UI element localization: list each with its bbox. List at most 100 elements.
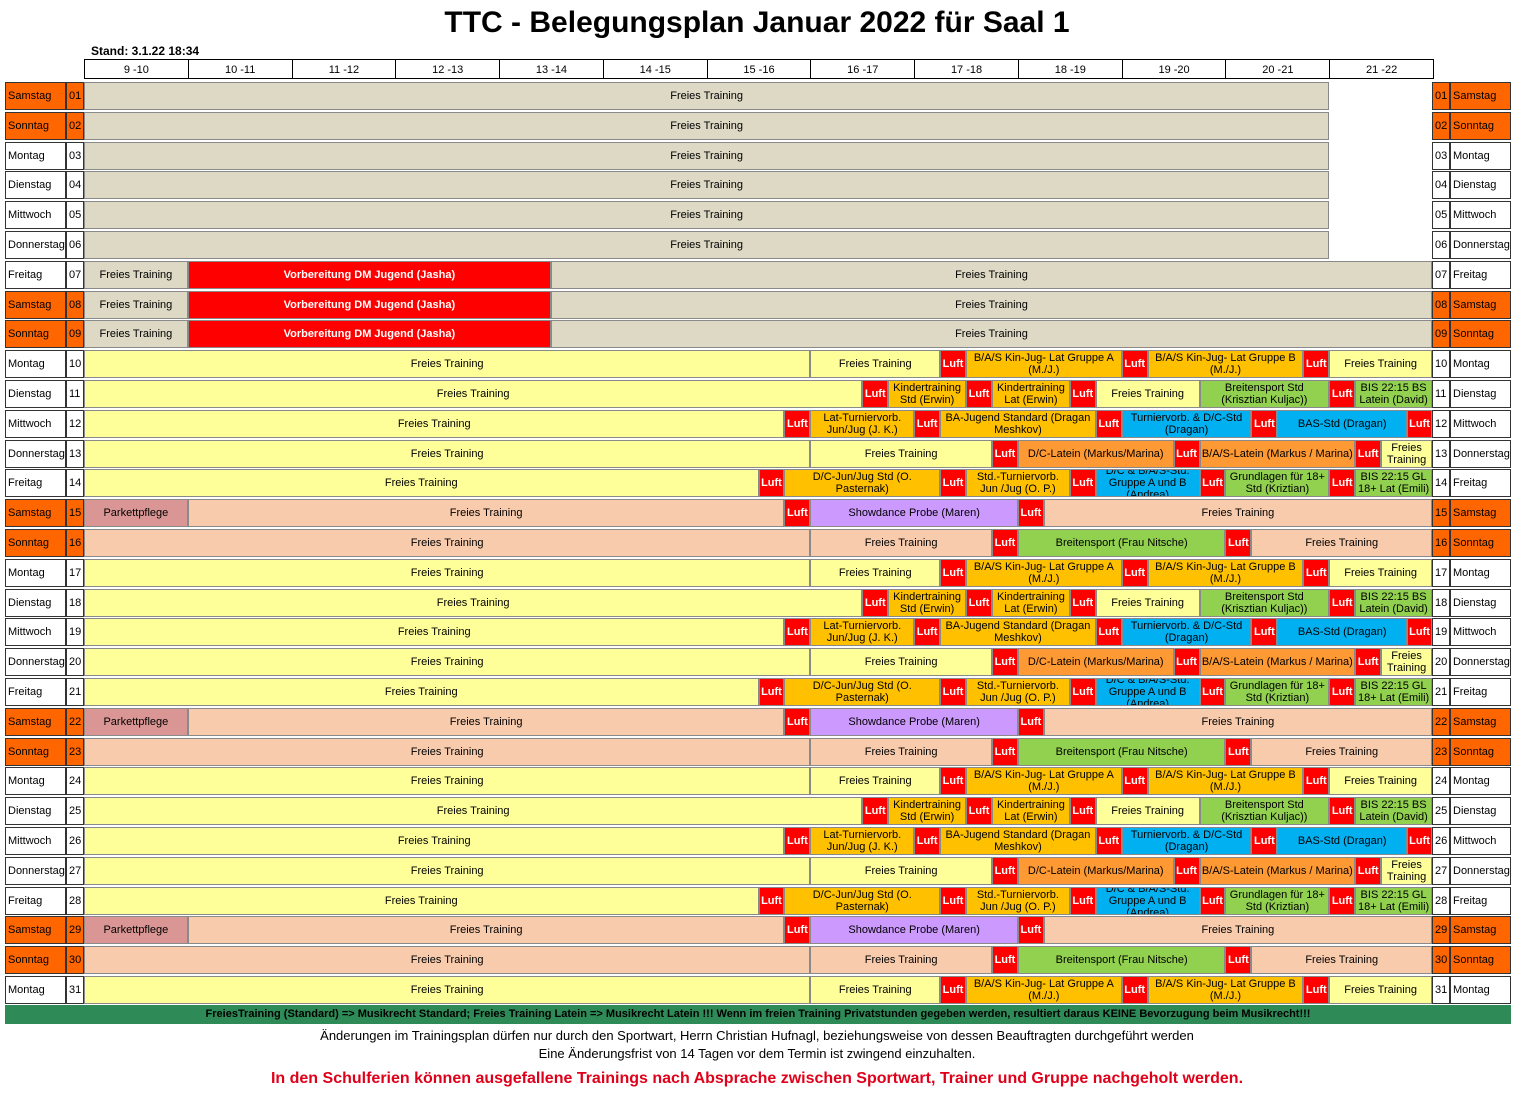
booking-slot[interactable]: Freies Training <box>1095 380 1200 408</box>
booking-slot[interactable]: Freies Training <box>810 737 992 766</box>
booking-slot[interactable]: Freies Training <box>1381 648 1432 677</box>
booking-slot[interactable]: Freies Training <box>187 707 785 736</box>
booking-slot[interactable]: Turniervorb. & D/C-Std (Dragan) <box>1121 409 1252 438</box>
booking-slot[interactable]: Freies Training <box>810 529 992 557</box>
booking-slot[interactable]: B/A/S-Latein (Markus / Marina) <box>1199 648 1356 677</box>
booking-slot[interactable]: B/A/S Kin-Jug- Lat Gruppe B (M./J.) <box>1147 767 1304 796</box>
booking-slot[interactable]: Vorbereitung DM Jugend (Jasha) <box>187 290 551 319</box>
booking-slot[interactable]: Freies Training <box>84 856 811 885</box>
booking-slot[interactable]: BA-Jugend Standard (Dragan Meshkov) <box>940 827 1096 855</box>
booking-slot[interactable]: Breitensport Std (Krisztian Kuljac)) <box>1199 380 1330 408</box>
booking-slot[interactable]: Freies Training <box>1329 350 1432 379</box>
booking-slot[interactable]: Lat-Turniervorb. Jun/Jug (J. K.) <box>810 827 915 855</box>
booking-slot[interactable]: Freies Training <box>1251 529 1432 557</box>
booking-slot[interactable]: BIS 22:15 GL 18+ Lat (Emili) <box>1355 886 1432 915</box>
booking-slot[interactable]: Lat-Turniervorb. Jun/Jug (J. K.) <box>810 409 915 438</box>
booking-slot[interactable]: Freies Training <box>1043 916 1432 945</box>
booking-slot[interactable]: Freies Training <box>84 111 1330 140</box>
booking-slot[interactable]: Showdance Probe (Maren) <box>810 707 1018 736</box>
booking-slot[interactable]: Freies Training <box>84 558 811 587</box>
booking-slot[interactable]: Lat-Turniervorb. Jun/Jug (J. K.) <box>810 618 915 647</box>
booking-slot[interactable]: BA-Jugend Standard (Dragan Meshkov) <box>940 409 1096 438</box>
booking-slot[interactable]: Freies Training <box>810 767 941 796</box>
booking-slot[interactable]: Grundlagen für 18+ Std (Kriztian) <box>1225 886 1330 915</box>
booking-slot[interactable]: B/A/S Kin-Jug- Lat Gruppe A (M./J.) <box>966 558 1122 587</box>
booking-slot[interactable]: Vorbereitung DM Jugend (Jasha) <box>187 320 551 349</box>
booking-slot[interactable]: Kindertraining Std (Erwin) <box>888 380 967 408</box>
booking-slot[interactable]: Freies Training <box>84 976 811 1004</box>
booking-slot[interactable]: Freies Training <box>84 350 811 379</box>
booking-slot[interactable]: Kindertraining Std (Erwin) <box>888 797 967 826</box>
booking-slot[interactable]: Kindertraining Lat (Erwin) <box>991 380 1070 408</box>
booking-slot[interactable]: Freies Training <box>84 588 863 617</box>
booking-slot[interactable]: Freies Training <box>84 260 188 289</box>
booking-slot[interactable]: Freies Training <box>84 290 188 319</box>
booking-slot[interactable]: Freies Training <box>1251 737 1432 766</box>
booking-slot[interactable]: Freies Training <box>84 678 759 706</box>
booking-slot[interactable]: BIS 22:15 GL 18+ Lat (Emili) <box>1355 678 1432 706</box>
booking-slot[interactable]: BA-Jugend Standard (Dragan Meshkov) <box>940 618 1096 647</box>
booking-slot[interactable]: B/A/S Kin-Jug- Lat Gruppe A (M./J.) <box>966 767 1122 796</box>
booking-slot[interactable]: Freies Training <box>550 320 1432 349</box>
booking-slot[interactable]: Freies Training <box>84 380 863 408</box>
booking-slot[interactable]: Freies Training <box>84 529 811 557</box>
booking-slot[interactable]: Freies Training <box>550 260 1432 289</box>
booking-slot[interactable]: Freies Training <box>84 82 1330 110</box>
booking-slot[interactable]: Freies Training <box>810 350 941 379</box>
booking-slot[interactable]: Freies Training <box>810 856 992 885</box>
booking-slot[interactable]: Freies Training <box>84 767 811 796</box>
booking-slot[interactable]: Freies Training <box>84 409 785 438</box>
booking-slot[interactable]: D/C-Jun/Jug Std (O. Pasternak) <box>784 886 941 915</box>
booking-slot[interactable]: Freies Training <box>1095 797 1200 826</box>
booking-slot[interactable]: Freies Training <box>1381 856 1432 885</box>
booking-slot[interactable]: Breitensport Std (Krisztian Kuljac)) <box>1199 588 1330 617</box>
booking-slot[interactable]: B/A/S-Latein (Markus / Marina) <box>1199 439 1356 468</box>
booking-slot[interactable]: BAS-Std (Dragan) <box>1277 827 1408 855</box>
booking-slot[interactable]: B/A/S Kin-Jug- Lat Gruppe B (M./J.) <box>1147 558 1304 587</box>
booking-slot[interactable]: D/C-Latein (Markus/Marina) <box>1017 439 1174 468</box>
booking-slot[interactable]: Freies Training <box>1043 499 1432 528</box>
booking-slot[interactable]: Freies Training <box>1381 439 1432 468</box>
booking-slot[interactable]: Breitensport Std (Krisztian Kuljac)) <box>1199 797 1330 826</box>
booking-slot[interactable]: Turniervorb. & D/C-Std (Dragan) <box>1121 827 1252 855</box>
booking-slot[interactable]: Freies Training <box>810 558 941 587</box>
booking-slot[interactable]: Freies Training <box>84 469 759 498</box>
booking-slot[interactable]: Kindertraining Lat (Erwin) <box>991 588 1070 617</box>
booking-slot[interactable]: Showdance Probe (Maren) <box>810 499 1018 528</box>
booking-slot[interactable]: BIS 22:15 BS Latein (David) <box>1355 380 1432 408</box>
booking-slot[interactable]: Freies Training <box>84 201 1330 230</box>
booking-slot[interactable]: Freies Training <box>810 976 941 1004</box>
booking-slot[interactable]: D/C-Latein (Markus/Marina) <box>1017 648 1174 677</box>
booking-slot[interactable]: BAS-Std (Dragan) <box>1277 618 1408 647</box>
booking-slot[interactable]: Kindertraining Std (Erwin) <box>888 588 967 617</box>
booking-slot[interactable]: Freies Training <box>84 231 1330 259</box>
booking-slot[interactable]: Freies Training <box>810 648 992 677</box>
booking-slot[interactable]: D/C-Jun/Jug Std (O. Pasternak) <box>784 469 941 498</box>
booking-slot[interactable]: Parkettpflege <box>84 707 188 736</box>
booking-slot[interactable]: Freies Training <box>810 439 992 468</box>
booking-slot[interactable]: Freies Training <box>1329 767 1432 796</box>
booking-slot[interactable]: Showdance Probe (Maren) <box>810 916 1018 945</box>
booking-slot[interactable]: BAS-Std (Dragan) <box>1277 409 1408 438</box>
booking-slot[interactable]: Breitensport (Frau Nitsche) <box>1017 737 1226 766</box>
booking-slot[interactable]: Std.-Turniervorb. Jun /Jug (O. P.) <box>966 886 1070 915</box>
booking-slot[interactable]: Freies Training <box>84 320 188 349</box>
booking-slot[interactable]: Freies Training <box>84 439 811 468</box>
booking-slot[interactable]: Grundlagen für 18+ Std (Kriztian) <box>1225 678 1330 706</box>
booking-slot[interactable]: Freies Training <box>1329 558 1432 587</box>
booking-slot[interactable]: B/A/S Kin-Jug- Lat Gruppe A (M./J.) <box>966 976 1122 1004</box>
booking-slot[interactable]: BIS 22:15 BS Latein (David) <box>1355 797 1432 826</box>
booking-slot[interactable]: Freies Training <box>187 499 785 528</box>
booking-slot[interactable]: Freies Training <box>550 290 1432 319</box>
booking-slot[interactable]: Freies Training <box>84 141 1330 170</box>
booking-slot[interactable]: Freies Training <box>1329 976 1432 1004</box>
booking-slot[interactable]: Freies Training <box>84 797 863 826</box>
booking-slot[interactable]: Freies Training <box>84 886 759 915</box>
booking-slot[interactable]: Turniervorb. & D/C-Std (Dragan) <box>1121 618 1252 647</box>
booking-slot[interactable]: Kindertraining Lat (Erwin) <box>991 797 1070 826</box>
booking-slot[interactable]: Parkettpflege <box>84 499 188 528</box>
booking-slot[interactable]: B/A/S-Latein (Markus / Marina) <box>1199 856 1356 885</box>
booking-slot[interactable]: Freies Training <box>810 946 992 975</box>
booking-slot[interactable]: Breitensport (Frau Nitsche) <box>1017 946 1226 975</box>
booking-slot[interactable]: Freies Training <box>84 946 811 975</box>
